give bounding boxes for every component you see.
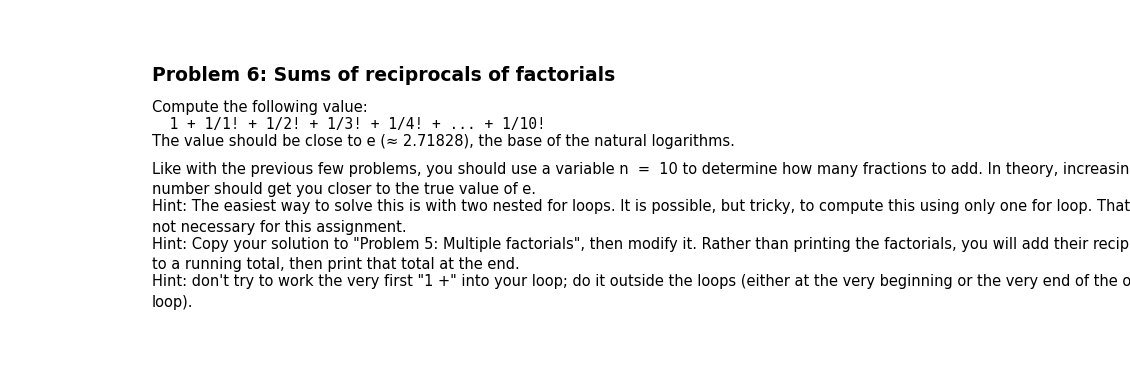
Text: Hint: The easiest way to solve this is with two nested for loops. It is possible: Hint: The easiest way to solve this is w… bbox=[151, 199, 1130, 234]
Text: The value should be close to e (≈ 2.71828), the base of the natural logarithms.: The value should be close to e (≈ 2.7182… bbox=[151, 134, 734, 149]
Text: Problem 6: Sums of reciprocals of factorials: Problem 6: Sums of reciprocals of factor… bbox=[151, 66, 615, 85]
Text: Like with the previous few problems, you should use a variable n  =  10 to deter: Like with the previous few problems, you… bbox=[151, 162, 1130, 197]
Text: Hint: don't try to work the very first "1 +" into your loop; do it outside the l: Hint: don't try to work the very first "… bbox=[151, 274, 1130, 310]
Text: Hint: Copy your solution to "Problem 5: Multiple factorials", then modify it. Ra: Hint: Copy your solution to "Problem 5: … bbox=[151, 237, 1130, 272]
Text: Compute the following value:: Compute the following value: bbox=[151, 100, 367, 115]
Text: 1 + 1/1! + 1/2! + 1/3! + 1/4! + ... + 1/10!: 1 + 1/1! + 1/2! + 1/3! + 1/4! + ... + 1/… bbox=[151, 117, 546, 132]
